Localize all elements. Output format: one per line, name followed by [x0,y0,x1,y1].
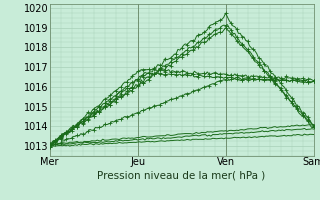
X-axis label: Pression niveau de la mer( hPa ): Pression niveau de la mer( hPa ) [98,170,266,180]
